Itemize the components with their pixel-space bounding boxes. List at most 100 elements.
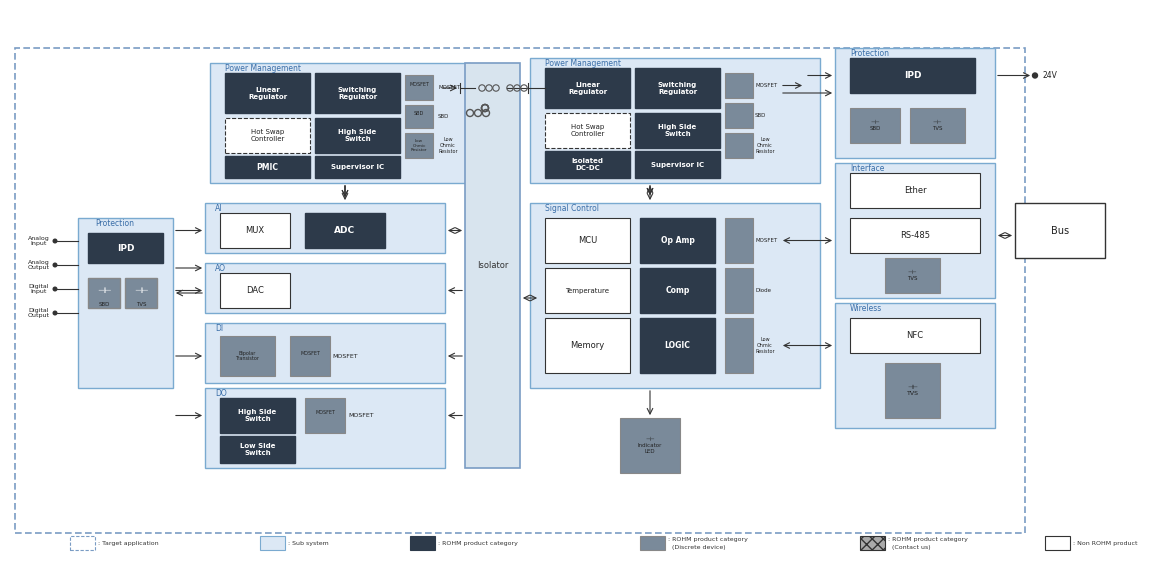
Text: Low
Ohmic
Resistor: Low Ohmic Resistor xyxy=(411,139,427,152)
Text: MOSFET: MOSFET xyxy=(755,83,777,88)
Text: MOSFET: MOSFET xyxy=(332,353,358,358)
Bar xyxy=(849,218,980,253)
Text: : Sub system: : Sub system xyxy=(288,541,329,545)
Bar xyxy=(910,108,965,143)
Text: : ROHM product category: : ROHM product category xyxy=(888,537,968,542)
Text: MUX: MUX xyxy=(246,226,264,235)
Text: Switching
Regulator: Switching Regulator xyxy=(658,81,697,94)
Bar xyxy=(315,156,400,178)
Bar xyxy=(640,536,665,550)
Text: Diode: Diode xyxy=(755,288,771,293)
Text: Linear
Regulator: Linear Regulator xyxy=(567,81,607,94)
Text: TVS: TVS xyxy=(136,302,146,307)
Text: Bus: Bus xyxy=(1051,225,1069,236)
Text: ⊣⊢: ⊣⊢ xyxy=(97,286,111,294)
Text: Digital
Output: Digital Output xyxy=(28,308,50,319)
Bar xyxy=(849,173,980,208)
Text: Power Management: Power Management xyxy=(225,64,301,73)
Text: Interface: Interface xyxy=(849,164,885,173)
Bar xyxy=(315,118,400,153)
Bar xyxy=(635,113,720,148)
Bar xyxy=(835,303,994,428)
Text: ⊣⊢
TVS: ⊣⊢ TVS xyxy=(932,120,943,131)
Bar xyxy=(220,273,290,308)
Text: SBD: SBD xyxy=(98,302,110,307)
Text: Ether: Ether xyxy=(903,186,927,195)
Bar xyxy=(1045,536,1071,550)
Bar xyxy=(15,48,1025,533)
Bar xyxy=(220,213,290,248)
Bar xyxy=(860,536,885,550)
Text: Power Management: Power Management xyxy=(545,59,621,68)
Text: ⊣⊢
SBD: ⊣⊢ SBD xyxy=(869,120,881,131)
Text: LOGIC: LOGIC xyxy=(665,341,690,350)
Text: Isolator: Isolator xyxy=(477,261,508,270)
Bar xyxy=(635,68,720,108)
Bar xyxy=(835,163,994,298)
Text: : Non ROHM product: : Non ROHM product xyxy=(1073,541,1137,545)
Text: Bipolar
Transistor: Bipolar Transistor xyxy=(235,350,260,361)
Bar xyxy=(88,278,121,308)
Text: Low Side
Switch: Low Side Switch xyxy=(240,443,275,456)
Bar xyxy=(640,268,715,313)
Bar xyxy=(225,73,310,113)
Bar xyxy=(849,58,975,93)
Bar xyxy=(305,398,345,433)
Text: MOSFET: MOSFET xyxy=(347,413,373,418)
Text: MOSFET: MOSFET xyxy=(438,85,460,90)
Bar xyxy=(405,105,433,128)
Text: Switching
Regulator: Switching Regulator xyxy=(338,86,377,99)
Text: AI: AI xyxy=(215,203,222,212)
Text: : Target application: : Target application xyxy=(98,541,159,545)
Bar xyxy=(885,258,940,293)
Text: ⊣⊢
Indicator
LED: ⊣⊢ Indicator LED xyxy=(638,437,662,454)
Text: Wireless: Wireless xyxy=(849,303,882,312)
Bar xyxy=(1016,203,1104,258)
Bar xyxy=(220,398,295,433)
Text: 24V: 24V xyxy=(1042,71,1057,80)
Text: High Side
Switch: High Side Switch xyxy=(338,129,377,142)
Text: Isolated
DC-DC: Isolated DC-DC xyxy=(571,158,604,171)
Text: Supervisor IC: Supervisor IC xyxy=(331,164,384,170)
Text: ⊣⊢
TVS: ⊣⊢ TVS xyxy=(907,385,918,396)
Bar xyxy=(725,133,753,158)
Text: MOSFET: MOSFET xyxy=(755,238,777,243)
Bar xyxy=(545,151,629,178)
Bar xyxy=(225,156,310,178)
Text: Protection: Protection xyxy=(849,48,889,57)
Bar xyxy=(725,268,753,313)
Bar xyxy=(260,536,285,550)
Text: SBD: SBD xyxy=(414,111,425,122)
Circle shape xyxy=(1032,73,1038,78)
Bar xyxy=(545,318,629,373)
Text: Analog
Output: Analog Output xyxy=(28,260,50,270)
Bar xyxy=(205,203,445,253)
Bar xyxy=(545,218,629,263)
Circle shape xyxy=(53,263,57,267)
Circle shape xyxy=(53,311,57,315)
Bar xyxy=(725,73,753,98)
Bar xyxy=(125,278,157,308)
Text: : ROHM product category: : ROHM product category xyxy=(438,541,518,545)
Bar xyxy=(220,436,295,463)
Text: IPD: IPD xyxy=(117,244,135,253)
Bar xyxy=(464,63,519,468)
Bar xyxy=(405,75,433,100)
Text: Analog
Input: Analog Input xyxy=(28,236,50,247)
Text: Memory: Memory xyxy=(571,341,605,350)
Text: DAC: DAC xyxy=(246,286,264,295)
Text: Hot Swap
Controller: Hot Swap Controller xyxy=(570,124,605,137)
Text: High Side
Switch: High Side Switch xyxy=(239,409,276,422)
Bar xyxy=(209,63,470,183)
Bar xyxy=(410,536,435,550)
Bar xyxy=(640,218,715,263)
Text: Linear
Regulator: Linear Regulator xyxy=(248,86,287,99)
Text: MOSFET: MOSFET xyxy=(315,410,335,421)
Bar xyxy=(885,363,940,418)
Text: DO: DO xyxy=(215,389,227,398)
Bar xyxy=(635,151,720,178)
Bar xyxy=(849,318,980,353)
Bar xyxy=(205,388,445,468)
Bar xyxy=(835,48,994,158)
Bar xyxy=(725,318,753,373)
